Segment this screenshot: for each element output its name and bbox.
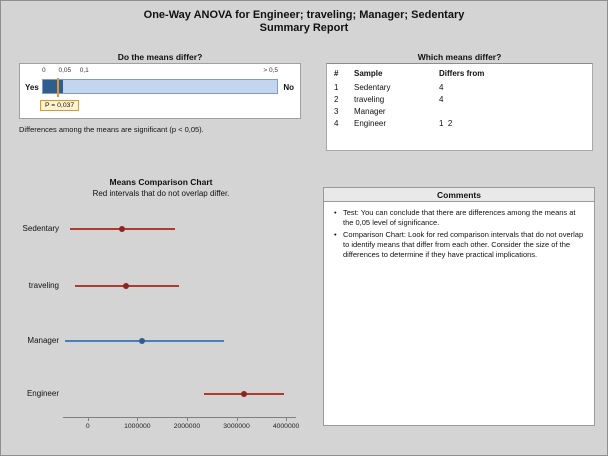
which-differ-cell-differs bbox=[439, 106, 579, 118]
which-differ-row: 2 traveling 4 bbox=[334, 94, 579, 106]
which-differ-cell-differs: 4 bbox=[439, 83, 444, 92]
comments-heading: Comments bbox=[324, 188, 594, 202]
interval-center-dot bbox=[119, 226, 126, 232]
comparison-chart-heading: Means Comparison Chart bbox=[109, 177, 213, 187]
which-differ-panel: # Sample Differs from 1 Sedentary 4 2 travel… bbox=[326, 63, 593, 151]
p-value-scale-panel: 0 0,05 0,1 > 0,5 Yes No P = 0,037 bbox=[19, 63, 301, 119]
comment-bullet: Comparison Chart: Look for red compariso… bbox=[332, 230, 586, 260]
category-label: Engineer bbox=[26, 389, 59, 398]
interval-center-dot bbox=[139, 338, 146, 344]
which-differ-cell-num: 1 bbox=[334, 83, 339, 92]
p-value-bar bbox=[42, 78, 278, 97]
p-scale-tick: > 0,5 bbox=[263, 67, 278, 74]
x-axis-tick bbox=[87, 418, 89, 421]
which-differ-cell-num: 3 bbox=[334, 107, 339, 116]
x-axis-tick bbox=[137, 418, 139, 421]
which-differ-cell-sample: Manager bbox=[354, 107, 386, 116]
category-label: traveling bbox=[28, 281, 59, 290]
category-label: Manager bbox=[27, 336, 59, 345]
interval-center-dot bbox=[240, 391, 247, 397]
column-header-sample: Sample bbox=[354, 69, 383, 78]
p-value-label: P = 0,037 bbox=[40, 100, 80, 111]
which-differ-cell-sample: Sedentary bbox=[354, 83, 391, 92]
which-differ-cell-differs: 1 2 bbox=[439, 119, 453, 128]
which-differ-row: 1 Sedentary 4 bbox=[334, 82, 579, 94]
significance-note: Differences among the means are signific… bbox=[19, 125, 204, 134]
which-differ-cell-num: 2 bbox=[334, 95, 339, 104]
x-tick-label: 4000000 bbox=[272, 423, 300, 430]
p-scale-tick: 0,05 bbox=[58, 67, 72, 74]
p-scale-tick: 0,1 bbox=[79, 67, 89, 74]
comments-panel: Comments Test: You can conclude that the… bbox=[323, 187, 595, 426]
category-label: Sedentary bbox=[22, 224, 59, 233]
p-value-marker bbox=[57, 78, 60, 97]
interval-center-dot bbox=[123, 283, 130, 289]
which-differ-cell-sample: traveling bbox=[354, 95, 385, 104]
report-title-line1: One-Way ANOVA for Engineer; traveling; M… bbox=[143, 9, 465, 21]
x-tick-label: 1000000 bbox=[124, 423, 151, 430]
x-tick-label: 0 bbox=[85, 423, 90, 430]
means-differ-heading: Do the means differ? bbox=[117, 52, 203, 62]
x-axis-tick bbox=[186, 418, 188, 421]
no-label: No bbox=[283, 83, 294, 92]
x-axis-line bbox=[63, 417, 296, 418]
x-axis-tick bbox=[286, 418, 288, 421]
comparison-chart-subheading: Red intervals that do not overlap differ… bbox=[92, 189, 230, 198]
which-differ-row: 3 Manager bbox=[334, 106, 579, 118]
which-differ-heading: Which means differ? bbox=[417, 52, 502, 62]
x-tick-label: 2000000 bbox=[173, 423, 201, 430]
which-differ-cell-sample: Engineer bbox=[354, 119, 387, 128]
report-title: One-Way ANOVA for Engineer; traveling; M… bbox=[1, 9, 607, 35]
which-differ-header-row: # Sample Differs from bbox=[334, 69, 579, 82]
which-differ-table: # Sample Differs from 1 Sedentary 4 2 travel… bbox=[334, 69, 579, 130]
yes-label: Yes bbox=[25, 83, 39, 92]
column-header-num: # bbox=[334, 69, 339, 78]
report-title-line2: Summary Report bbox=[259, 22, 349, 34]
p-scale-tick: 0 bbox=[42, 67, 46, 74]
x-tick-label: 3000000 bbox=[223, 423, 250, 430]
which-differ-cell-num: 4 bbox=[334, 119, 339, 128]
significance-region bbox=[43, 80, 63, 93]
means-comparison-chart: Sedentary traveling Manager Engineer 0 100000… bbox=[7, 201, 303, 449]
comments-list: Test: You can conclude that there are di… bbox=[324, 202, 594, 268]
which-differ-cell-differs: 4 bbox=[439, 95, 444, 104]
which-differ-row: 4 Engineer 1 2 bbox=[334, 118, 579, 130]
column-header-differs: Differs from bbox=[439, 69, 485, 78]
comment-bullet: Test: You can conclude that there are di… bbox=[332, 208, 586, 228]
p-scale-ticks: 0 0,05 0,1 > 0,5 bbox=[42, 67, 278, 76]
x-axis-tick bbox=[236, 418, 238, 421]
